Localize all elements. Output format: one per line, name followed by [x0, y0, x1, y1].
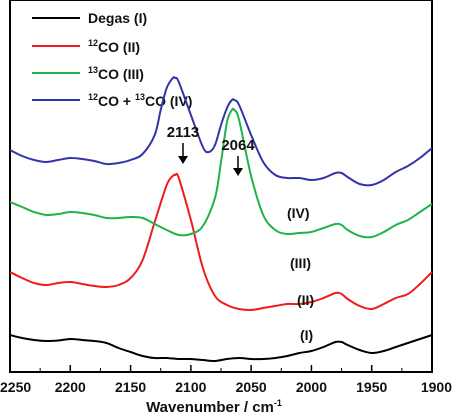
legend-entry-II: 12CO (II) [32, 38, 140, 55]
series-layer [9, 76, 433, 363]
x-axis: 2250 2200 2150 2100 2050 2000 1950 1900 [0, 365, 452, 395]
legend-entry-IV: 12CO + 13CO (IV) [32, 92, 192, 109]
x-tick-label-2100: 2100 [175, 379, 206, 395]
legend-entry-I: Degas (I) [32, 10, 147, 26]
x-tick-label-2200: 2200 [55, 379, 86, 395]
x-axis-title: Wavenumber / cm-1 [146, 398, 282, 416]
series-label-I: (I) [300, 327, 313, 343]
peak-annotations: 2113 2064 [167, 124, 255, 176]
series-label-III: (III) [290, 255, 311, 271]
legend-entry-III: 13CO (III) [32, 65, 144, 82]
x-tick-label-2150: 2150 [115, 379, 146, 395]
x-tick-label-2250: 2250 [0, 379, 31, 395]
legend: Degas (I) 12CO (II) 13CO (III) 12CO + 13… [32, 10, 192, 109]
legend-label-I: Degas (I) [88, 10, 147, 26]
series-line-III [9, 107, 433, 239]
legend-label-II: 12CO (II) [88, 38, 140, 55]
series-line-II [9, 172, 433, 312]
peak-label-2064: 2064 [221, 137, 255, 154]
legend-label-IV: 12CO + 13CO (IV) [88, 92, 192, 109]
peak-arrowhead-2113 [178, 156, 188, 164]
series-labels: (IV) (III) (II) (I) [287, 205, 314, 343]
legend-label-III: 13CO (III) [88, 65, 144, 82]
x-tick-label-1900: 1900 [421, 379, 452, 395]
x-tick-label-2050: 2050 [236, 379, 267, 395]
series-line-I [9, 334, 433, 363]
series-label-IV: (IV) [287, 205, 310, 221]
series-line-IV [9, 76, 433, 187]
peak-label-2113: 2113 [167, 124, 200, 141]
peak-arrowhead-2064 [233, 168, 243, 176]
x-tick-label-1950: 1950 [356, 379, 387, 395]
x-tick-label-2000: 2000 [296, 379, 327, 395]
series-label-II: (II) [297, 292, 314, 308]
